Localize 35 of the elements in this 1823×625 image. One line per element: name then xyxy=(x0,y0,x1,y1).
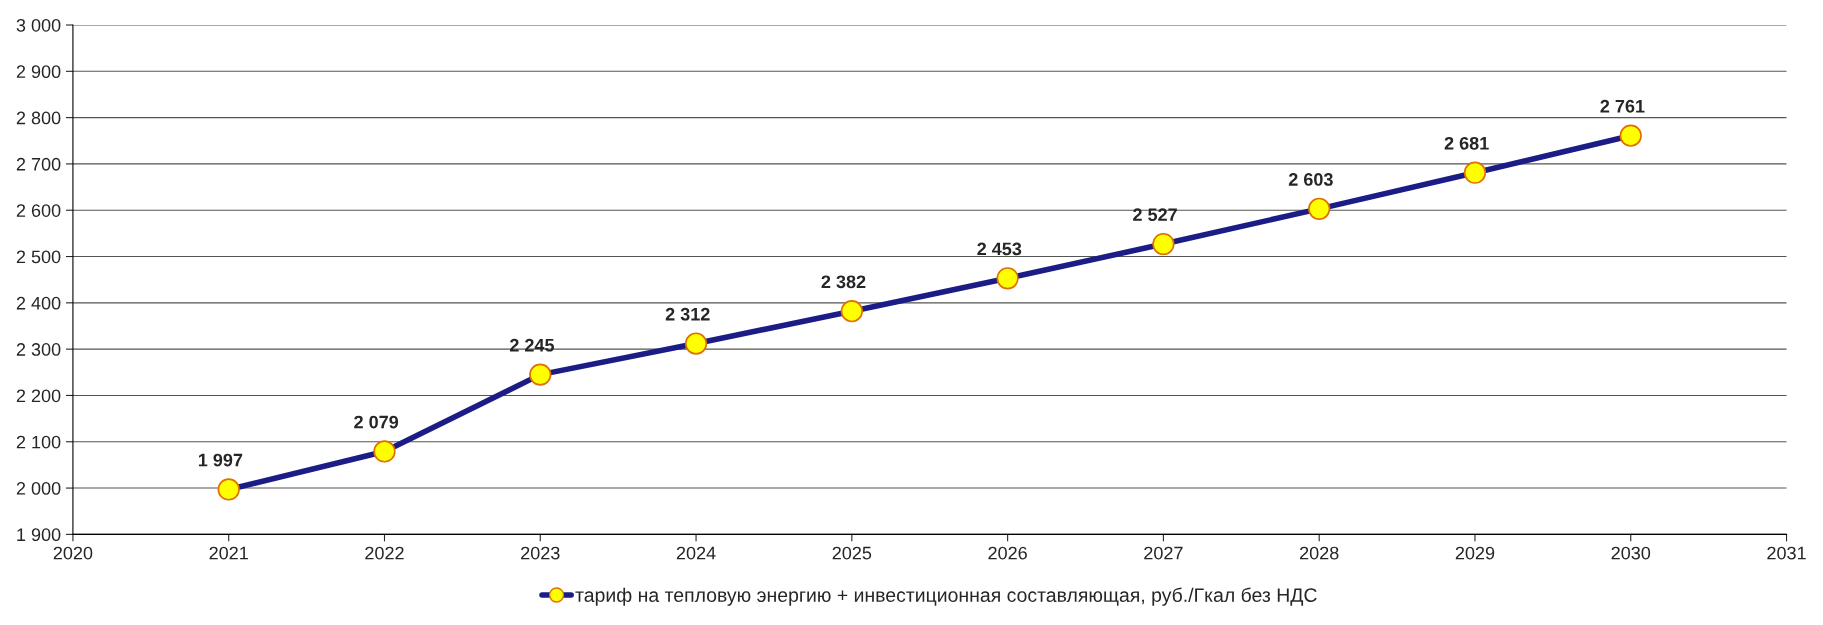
data-label: 1 997 xyxy=(198,453,243,467)
data-label: 2 245 xyxy=(509,338,555,352)
x-tick-label: 2022 xyxy=(365,546,404,560)
y-tick-label: 2 600 xyxy=(16,204,61,217)
data-label: 2 382 xyxy=(821,275,866,289)
y-tick-label: 2 400 xyxy=(16,296,61,310)
y-tick-label: 2 700 xyxy=(16,157,61,171)
data-label: 2 603 xyxy=(1288,173,1333,186)
data-label: 2 681 xyxy=(1444,136,1489,150)
x-tick-label: 2021 xyxy=(209,546,248,560)
data-label: 2 453 xyxy=(977,242,1022,256)
y-tick-label: 1 900 xyxy=(17,528,61,542)
y-tick-label: 3 000 xyxy=(16,18,61,32)
x-tick-label: 2020 xyxy=(53,546,93,560)
y-tick-label: 2 900 xyxy=(16,65,61,79)
x-tick-label: 2023 xyxy=(521,546,560,560)
x-tick-label: 2024 xyxy=(676,546,716,560)
y-tick-label: 2 100 xyxy=(16,435,61,449)
legend-label: тариф на тепловую энергию + инвестиционная составляющая, руб./Гкал без НДС xyxy=(575,587,1317,606)
y-tick-label: 2 300 xyxy=(16,343,61,356)
y-tick-label: 2 000 xyxy=(16,482,61,495)
y-tick-label: 2 800 xyxy=(16,111,61,125)
data-label: 2 312 xyxy=(665,307,710,321)
x-tick-label: 2027 xyxy=(1144,546,1183,560)
data-label: 2 527 xyxy=(1133,208,1177,222)
x-tick-label: 2028 xyxy=(1300,546,1339,560)
data-label: 2 761 xyxy=(1600,99,1645,113)
x-tick-label: 2029 xyxy=(1455,546,1495,560)
x-tick-label: 2030 xyxy=(1611,546,1651,560)
x-tick-label: 2026 xyxy=(988,546,1027,560)
x-tick-label: 2025 xyxy=(832,546,872,560)
x-tick-label: 2031 xyxy=(1767,546,1806,560)
data-label: 2 079 xyxy=(354,415,399,429)
y-tick-label: 2 200 xyxy=(16,389,61,403)
y-tick-label: 2 500 xyxy=(16,250,61,264)
